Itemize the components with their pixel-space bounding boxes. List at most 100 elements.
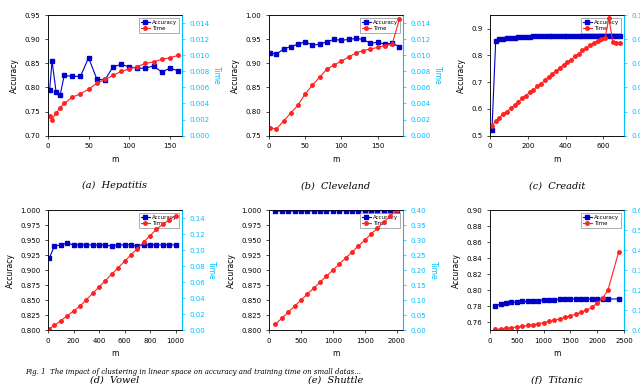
- Time: [367, 232, 375, 237]
- Time: [355, 244, 362, 248]
- Accuracy: [499, 36, 507, 41]
- Time: [518, 324, 526, 329]
- Time: [507, 106, 515, 110]
- Accuracy: [556, 297, 564, 301]
- X-axis label: m: m: [332, 349, 340, 358]
- Time: [76, 304, 84, 308]
- Time: [146, 233, 154, 238]
- Accuracy: [381, 42, 388, 46]
- Accuracy: [560, 34, 568, 38]
- Time: [140, 240, 148, 244]
- Accuracy: [605, 34, 612, 38]
- Time: [308, 83, 316, 88]
- Text: (a)  Hepatitis: (a) Hepatitis: [83, 181, 147, 190]
- Time: [529, 88, 537, 92]
- Time: [582, 308, 590, 313]
- Accuracy: [56, 93, 64, 97]
- Time: [541, 78, 548, 83]
- Time: [70, 309, 77, 313]
- Time: [48, 117, 56, 122]
- Accuracy: [359, 37, 367, 42]
- Time: [134, 65, 141, 69]
- Time: [388, 42, 396, 46]
- Time: [134, 246, 141, 251]
- Accuracy: [280, 47, 287, 51]
- Accuracy: [297, 209, 305, 213]
- Accuracy: [612, 34, 620, 38]
- Text: (c)  Creadit: (c) Creadit: [529, 181, 585, 190]
- Time: [492, 327, 499, 332]
- Accuracy: [323, 40, 331, 44]
- Accuracy: [134, 244, 141, 248]
- Time: [51, 323, 58, 328]
- Accuracy: [579, 34, 586, 38]
- Y-axis label: Accuracy: Accuracy: [6, 253, 15, 288]
- Accuracy: [518, 35, 526, 39]
- Accuracy: [599, 297, 607, 301]
- Accuracy: [393, 209, 401, 213]
- Accuracy: [51, 244, 58, 248]
- Time: [108, 272, 116, 276]
- X-axis label: m: m: [554, 349, 561, 358]
- Accuracy: [83, 243, 90, 247]
- Time: [545, 319, 553, 324]
- Accuracy: [582, 297, 590, 301]
- Time: [68, 95, 76, 99]
- Time: [361, 238, 369, 242]
- Text: (b)  Cleveland: (b) Cleveland: [301, 181, 371, 190]
- Time: [330, 63, 338, 67]
- Y-axis label: Time: Time: [433, 66, 442, 85]
- Time: [604, 288, 612, 293]
- Accuracy: [63, 241, 71, 245]
- Time: [310, 286, 317, 290]
- Accuracy: [165, 243, 173, 247]
- Accuracy: [575, 34, 582, 38]
- Accuracy: [367, 41, 374, 46]
- Accuracy: [89, 243, 97, 247]
- Time: [323, 274, 330, 278]
- Time: [529, 322, 537, 327]
- Time: [571, 54, 579, 58]
- Text: (e)  Shuttle: (e) Shuttle: [308, 376, 364, 384]
- Time: [83, 298, 90, 302]
- Time: [352, 51, 360, 55]
- Accuracy: [267, 51, 275, 55]
- Time: [52, 111, 60, 116]
- Time: [271, 322, 279, 326]
- Time: [46, 113, 54, 118]
- Accuracy: [121, 243, 129, 247]
- Accuracy: [511, 35, 518, 40]
- Time: [575, 51, 582, 56]
- Accuracy: [497, 301, 504, 306]
- Accuracy: [355, 209, 362, 213]
- Time: [294, 103, 302, 108]
- Time: [102, 278, 109, 283]
- Accuracy: [323, 209, 330, 213]
- Time: [615, 250, 623, 255]
- Time: [158, 57, 166, 62]
- Time: [101, 77, 109, 82]
- Accuracy: [52, 90, 60, 94]
- Time: [515, 99, 522, 104]
- Line: Time: Time: [274, 209, 398, 326]
- Y-axis label: Accuracy: Accuracy: [452, 253, 461, 288]
- Accuracy: [166, 66, 173, 71]
- Time: [561, 315, 569, 320]
- Accuracy: [271, 209, 279, 214]
- Legend: Accuracy, Time: Accuracy, Time: [360, 18, 400, 33]
- Accuracy: [308, 43, 316, 48]
- Time: [166, 56, 173, 60]
- Line: Time: Time: [269, 18, 401, 131]
- Time: [599, 296, 607, 301]
- Line: Accuracy: Accuracy: [490, 35, 622, 132]
- Time: [316, 75, 324, 79]
- Time: [287, 111, 294, 116]
- Time: [316, 280, 324, 285]
- Time: [537, 81, 545, 86]
- Accuracy: [352, 36, 360, 41]
- Time: [582, 46, 590, 50]
- Accuracy: [141, 66, 149, 71]
- Time: [502, 326, 510, 331]
- Accuracy: [345, 37, 353, 42]
- Accuracy: [387, 209, 394, 213]
